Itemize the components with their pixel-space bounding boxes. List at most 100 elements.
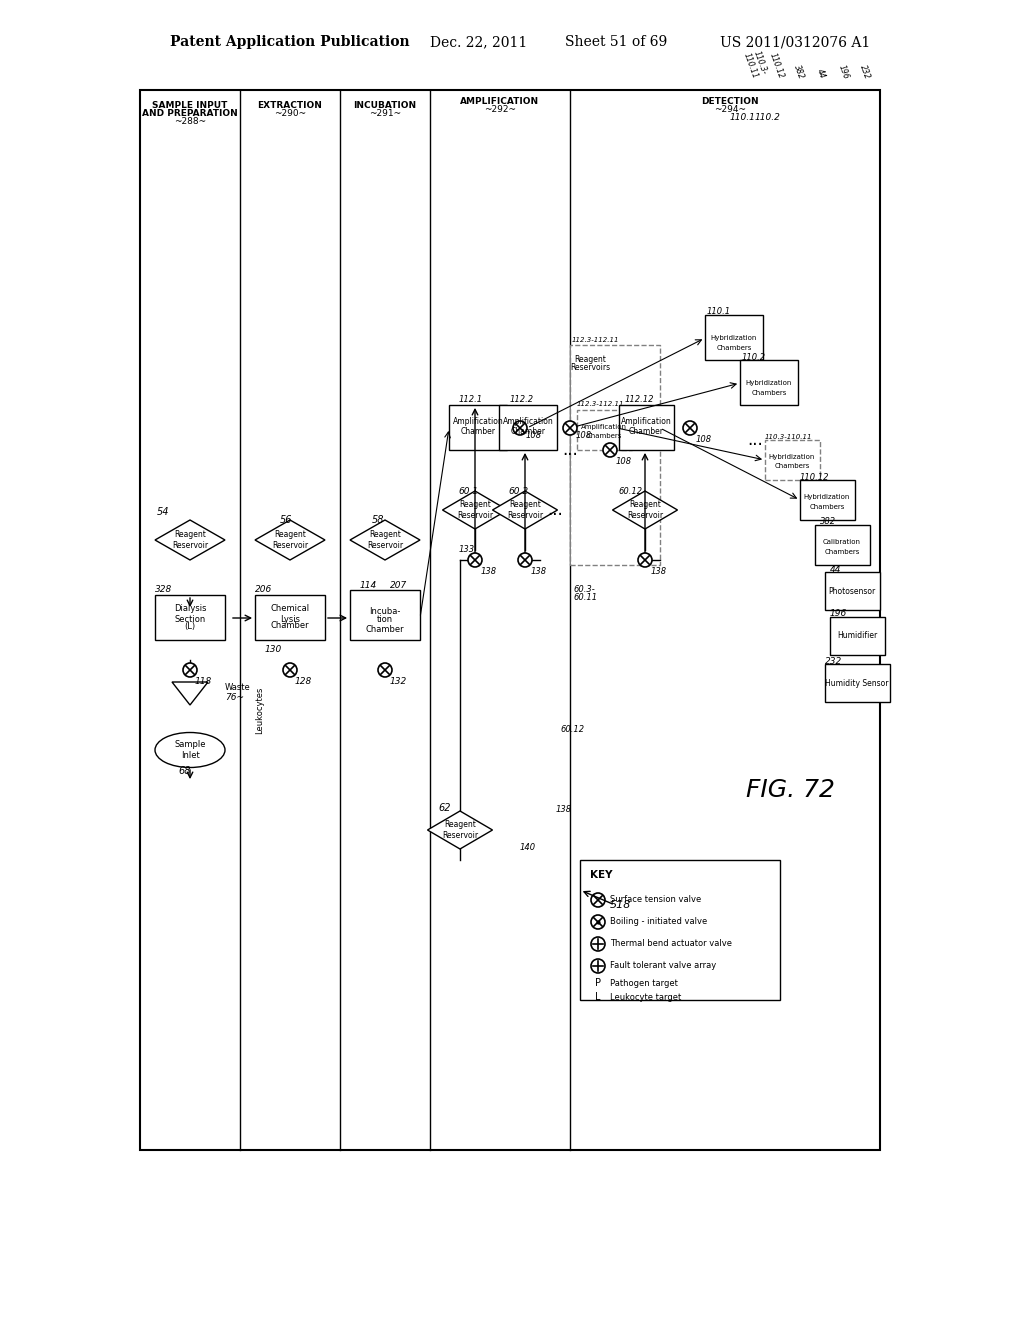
Text: Hybridization: Hybridization — [804, 494, 850, 500]
Circle shape — [683, 421, 697, 436]
Polygon shape — [612, 491, 678, 529]
Circle shape — [591, 937, 605, 950]
Text: Reagent
Reservoir: Reagent Reservoir — [442, 820, 478, 840]
Polygon shape — [172, 682, 208, 705]
Text: Chamber: Chamber — [511, 428, 546, 437]
Text: 382: 382 — [793, 63, 806, 81]
Text: 56: 56 — [280, 515, 293, 525]
Text: INCUBATION: INCUBATION — [353, 100, 417, 110]
Text: 110.3-
110.11: 110.3- 110.11 — [741, 49, 769, 81]
Polygon shape — [427, 810, 493, 849]
Circle shape — [468, 553, 482, 568]
FancyBboxPatch shape — [800, 480, 855, 520]
Text: Chemical
Lysis: Chemical Lysis — [270, 605, 309, 624]
Text: 114: 114 — [360, 581, 377, 590]
Text: 112.12: 112.12 — [625, 396, 654, 404]
Text: 128: 128 — [295, 677, 312, 686]
Text: 112.3-112.11: 112.3-112.11 — [572, 337, 620, 343]
Text: 62: 62 — [438, 803, 451, 813]
Text: 133: 133 — [459, 545, 475, 554]
Text: 110.2: 110.2 — [742, 352, 766, 362]
Text: 232: 232 — [858, 63, 871, 81]
FancyBboxPatch shape — [580, 861, 780, 1001]
Text: Thermal bend actuator valve: Thermal bend actuator valve — [610, 940, 732, 949]
Text: 140: 140 — [520, 843, 537, 853]
Text: 60.3-: 60.3- — [573, 586, 595, 594]
Polygon shape — [442, 491, 508, 529]
Text: 138: 138 — [531, 568, 547, 577]
Text: KEY: KEY — [590, 870, 612, 880]
Polygon shape — [255, 520, 325, 560]
Text: Chamber: Chamber — [270, 620, 309, 630]
Text: Reagent
Reservoir: Reagent Reservoir — [507, 500, 543, 520]
Text: Chamber: Chamber — [629, 428, 664, 437]
Text: 112.1: 112.1 — [459, 396, 483, 404]
Text: Reagent
Reservoir: Reagent Reservoir — [457, 500, 494, 520]
Text: 110.1: 110.1 — [730, 114, 756, 123]
Text: Hybridization: Hybridization — [769, 454, 815, 459]
Text: 110.1: 110.1 — [707, 308, 731, 317]
Text: Chambers: Chambers — [774, 463, 810, 469]
Text: ...: ... — [562, 441, 578, 459]
Text: FIG. 72: FIG. 72 — [745, 777, 835, 803]
Circle shape — [183, 663, 197, 677]
Text: Leukocytes: Leukocytes — [255, 686, 264, 734]
Text: 328: 328 — [155, 586, 172, 594]
Text: Sheet 51 of 69: Sheet 51 of 69 — [565, 36, 668, 49]
Text: Calibration: Calibration — [823, 539, 861, 545]
Text: EXTRACTION: EXTRACTION — [258, 100, 323, 110]
FancyBboxPatch shape — [350, 590, 420, 640]
FancyBboxPatch shape — [449, 405, 507, 450]
Text: 112.2: 112.2 — [510, 396, 535, 404]
Text: 110.3-110.11: 110.3-110.11 — [765, 434, 812, 440]
Text: ~294~: ~294~ — [714, 106, 746, 115]
Text: 138: 138 — [481, 568, 497, 577]
Text: Chamber: Chamber — [366, 624, 404, 634]
Circle shape — [283, 663, 297, 677]
Text: Photosensor: Photosensor — [828, 586, 876, 595]
Text: 196: 196 — [830, 610, 847, 619]
Text: 60.2: 60.2 — [508, 487, 528, 496]
Text: Chambers: Chambers — [809, 504, 845, 510]
Text: Amplification: Amplification — [621, 417, 672, 426]
FancyBboxPatch shape — [155, 595, 225, 640]
Text: Reagent
Reservoir: Reagent Reservoir — [172, 531, 208, 549]
Text: DETECTION: DETECTION — [701, 98, 759, 107]
Text: Dec. 22, 2011: Dec. 22, 2011 — [430, 36, 527, 49]
Ellipse shape — [155, 733, 225, 767]
FancyBboxPatch shape — [825, 572, 880, 610]
Text: P: P — [595, 978, 601, 987]
Text: 60.11: 60.11 — [573, 594, 597, 602]
FancyBboxPatch shape — [740, 360, 798, 405]
Text: Reagent
Reservoir: Reagent Reservoir — [272, 531, 308, 549]
FancyBboxPatch shape — [765, 440, 820, 480]
Text: 138: 138 — [556, 805, 572, 814]
Text: 108: 108 — [696, 436, 712, 445]
Text: US 2011/0312076 A1: US 2011/0312076 A1 — [720, 36, 870, 49]
Text: ...: ... — [748, 432, 763, 449]
Text: Incuba-: Incuba- — [370, 606, 400, 615]
Text: 110.12: 110.12 — [768, 51, 785, 81]
Text: 382: 382 — [820, 517, 837, 527]
Text: 110.2: 110.2 — [755, 114, 781, 123]
Text: 68: 68 — [178, 766, 190, 776]
Circle shape — [603, 444, 617, 457]
Text: 232: 232 — [825, 656, 843, 665]
Text: Humidifier: Humidifier — [837, 631, 878, 640]
Text: Amplification: Amplification — [453, 417, 504, 426]
FancyBboxPatch shape — [815, 525, 870, 565]
Text: 138: 138 — [651, 568, 667, 577]
Text: AMPLIFICATION: AMPLIFICATION — [461, 98, 540, 107]
Text: L: L — [595, 993, 601, 1002]
Text: Pathogen target: Pathogen target — [610, 978, 678, 987]
Text: 112.3-112.11: 112.3-112.11 — [577, 401, 625, 407]
Text: 60.12: 60.12 — [560, 726, 584, 734]
Text: Chambers: Chambers — [717, 345, 752, 351]
Text: Chambers: Chambers — [824, 549, 860, 554]
Text: Dialysis
Section: Dialysis Section — [174, 605, 206, 624]
FancyBboxPatch shape — [618, 405, 674, 450]
Polygon shape — [493, 491, 557, 529]
Text: 206: 206 — [255, 586, 272, 594]
Text: Chambers: Chambers — [587, 433, 622, 440]
Text: Sample
Inlet: Sample Inlet — [174, 741, 206, 760]
